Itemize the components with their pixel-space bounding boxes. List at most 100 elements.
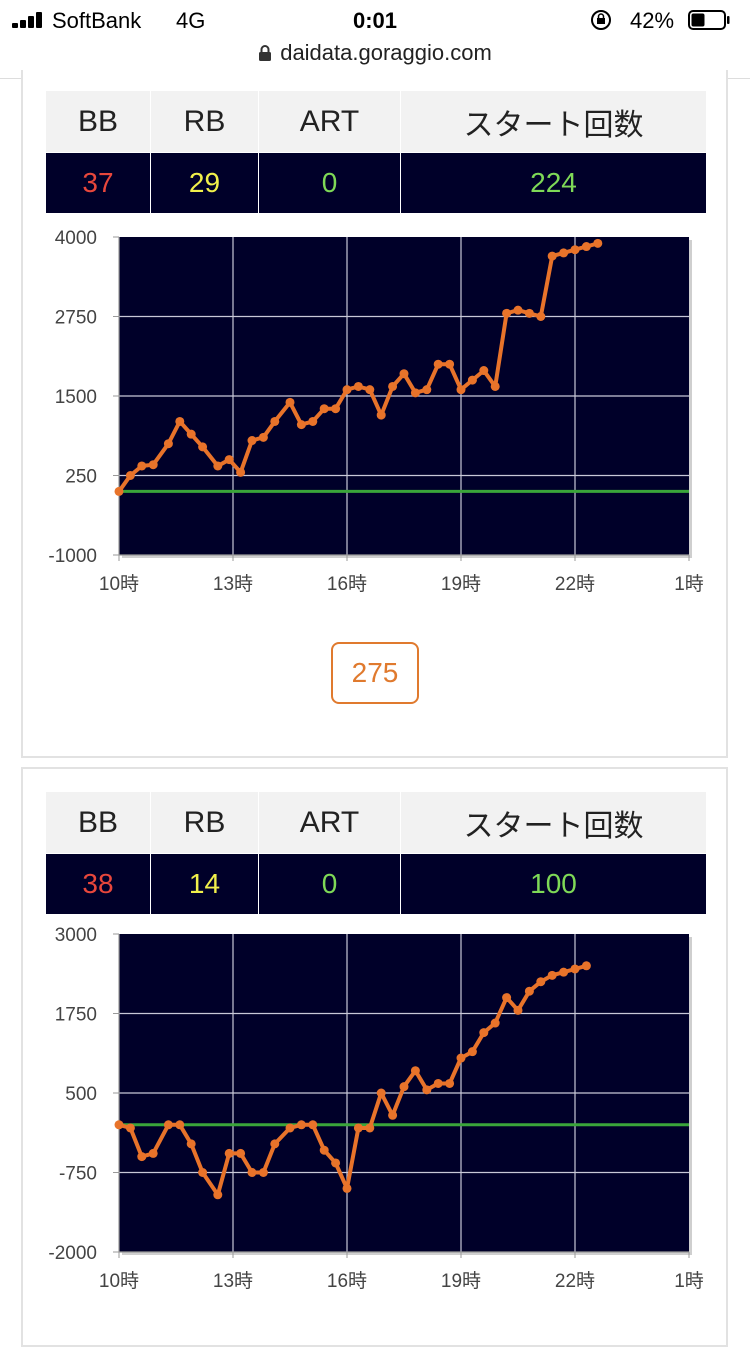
network-type: 4G [176, 8, 206, 33]
x-tick-label: 22時 [555, 1270, 595, 1292]
data-point [236, 1148, 246, 1158]
data-point [175, 1120, 185, 1130]
status-bar: SoftBank 4G 0:01 42% [0, 0, 750, 40]
data-point [422, 385, 432, 395]
data-point [125, 1123, 135, 1133]
data-point [163, 439, 173, 449]
data-point [570, 964, 580, 974]
data-point [399, 1082, 409, 1092]
data-point [308, 1120, 318, 1130]
data-point [490, 1018, 500, 1028]
value-bb: 38 [45, 853, 151, 915]
data-point [524, 308, 534, 318]
data-point [536, 312, 546, 321]
data-point [296, 420, 306, 430]
data-point [213, 461, 223, 471]
x-tick-label: 19時 [441, 573, 481, 595]
data-point [559, 967, 569, 977]
carrier-name: SoftBank [52, 8, 142, 33]
data-point [388, 381, 398, 391]
data-point [163, 1120, 173, 1130]
data-point [353, 381, 363, 391]
x-tick-label: 10時 [99, 573, 139, 595]
data-point [467, 375, 477, 385]
data-point [285, 1123, 295, 1133]
data-point [319, 404, 329, 414]
data-point [376, 410, 386, 420]
data-point [247, 436, 257, 446]
y-tick-label: 3000 [55, 925, 97, 946]
address-bar[interactable]: daidata.goraggio.com [0, 40, 750, 76]
data-point [365, 1123, 375, 1133]
data-point [270, 416, 280, 426]
data-point [581, 961, 591, 971]
x-tick-label: 13時 [213, 1270, 253, 1292]
stats-header-row: BB RB ART スタート回数 [45, 90, 707, 153]
x-tick-label: 10時 [99, 1270, 139, 1292]
data-point [224, 1148, 234, 1158]
data-point [270, 1139, 280, 1149]
data-point [547, 970, 557, 980]
data-point [175, 416, 185, 426]
data-point [467, 1047, 477, 1057]
header-rb: RB [150, 90, 259, 153]
value-art: 0 [258, 152, 401, 214]
data-point [342, 385, 352, 395]
data-point [148, 1148, 158, 1158]
data-point [198, 442, 208, 452]
battery-icon [688, 10, 730, 30]
data-point [114, 1120, 124, 1130]
data-point [331, 404, 341, 414]
data-point [513, 305, 523, 315]
data-point [570, 245, 580, 255]
value-rb: 14 [150, 853, 259, 915]
y-tick-label: 1750 [55, 1005, 97, 1026]
data-point [258, 432, 268, 442]
data-point [236, 467, 246, 477]
machine-panel: BB RB ART スタート回数 38 14 0 100 3000 1750 500… [21, 767, 728, 1347]
data-point [422, 1085, 432, 1095]
data-point [353, 1123, 363, 1133]
game-count-button[interactable]: 275 [331, 642, 419, 704]
data-point [479, 366, 489, 376]
data-point [319, 1145, 329, 1155]
y-tick-label: -750 [59, 1164, 97, 1185]
data-point [114, 486, 124, 496]
value-art: 0 [258, 853, 401, 915]
status-time: 0:01 [352, 8, 398, 33]
data-point [308, 416, 318, 426]
url-text: daidata.goraggio.com [280, 40, 492, 65]
x-tick-label: 1時 [674, 573, 704, 595]
header-start-count: スタート回数 [400, 791, 707, 854]
header-rb: RB [150, 791, 259, 854]
y-tick-label: 250 [65, 467, 97, 488]
header-art: ART [258, 90, 401, 153]
data-point [148, 460, 158, 470]
y-tick-label: 4000 [55, 228, 97, 249]
data-point [247, 1168, 257, 1177]
data-point [376, 1088, 386, 1098]
data-point [388, 1110, 398, 1120]
machine-panel: BB RB ART スタート回数 37 29 0 224 4000 275 0 150… [21, 70, 728, 758]
data-point [433, 1078, 443, 1088]
data-point [524, 986, 534, 996]
data-point [342, 1183, 352, 1193]
value-start-count: 100 [400, 853, 707, 915]
data-point [513, 1005, 523, 1015]
data-point [502, 308, 512, 318]
data-point [490, 381, 500, 391]
y-tick-label: -2000 [48, 1243, 97, 1264]
stats-header-row: BB RB ART スタート回数 [45, 791, 707, 854]
data-point [137, 461, 147, 471]
rotation-lock-icon [591, 10, 611, 30]
y-tick-label: -1000 [48, 546, 97, 567]
data-point [296, 1120, 306, 1130]
signal-icon [12, 12, 46, 28]
y-tick-label: 1500 [55, 387, 97, 408]
value-rb: 29 [150, 152, 259, 214]
data-point [445, 1078, 455, 1088]
battery-percent: 42% [630, 8, 675, 33]
data-point [410, 388, 420, 398]
stats-value-row: 37 29 0 224 [45, 152, 707, 214]
